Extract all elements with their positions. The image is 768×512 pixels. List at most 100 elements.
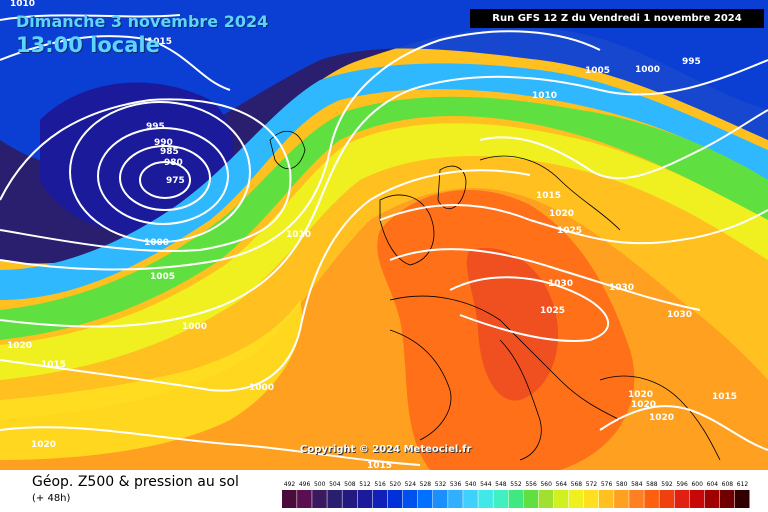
scale-tick-label: 592	[661, 481, 673, 488]
scale-color-cell	[357, 490, 373, 508]
forecast-date: Dimanche 3 novembre 2024	[16, 12, 269, 31]
scale-color-cell	[644, 490, 659, 508]
scale-color-cell	[417, 490, 433, 508]
scale-tick-label: 548	[495, 481, 507, 488]
scale-tick-label: 588	[646, 481, 658, 488]
isobar-label: 995	[682, 57, 701, 67]
isobar-label: 1020	[7, 341, 32, 351]
isobar-label: 1010	[286, 230, 311, 240]
isobar-label: 1020	[549, 209, 574, 219]
scale-tick-label: 500	[314, 481, 326, 488]
scale-tick-label: 536	[450, 481, 462, 488]
scale-tick-label: 552	[510, 481, 522, 488]
coastlines	[269, 130, 721, 461]
isobar-label: 1025	[540, 306, 565, 316]
scale-tick-label: 584	[631, 481, 643, 488]
scale-color-cell	[433, 490, 448, 508]
scale-tick-label: 528	[420, 481, 432, 488]
scale-color-cell	[704, 490, 720, 508]
forecast-time: 13:00 locale	[16, 33, 160, 57]
copyright: Copyright © 2024 Meteociel.fr	[300, 444, 472, 455]
scale-color-cell	[674, 490, 690, 508]
scale-color-cell	[538, 490, 554, 508]
scale-tick-label: 492	[284, 481, 296, 488]
color-scale: 492 496 500 504 508 512 516 520 524 528 532 536 540 5…	[282, 481, 750, 508]
scale-tick-label: 520	[389, 481, 401, 488]
field-z500-green	[0, 96, 768, 340]
scale-tick-label: 544	[480, 481, 492, 488]
scale-tick-label: 512	[359, 481, 371, 488]
scale-color-cell	[387, 490, 403, 508]
scale-color-cell	[583, 490, 599, 508]
scale-color-cell	[734, 490, 750, 508]
scale-tick-label: 604	[707, 481, 719, 488]
isobars	[0, 14, 768, 466]
run-info: Run GFS 12 Z du Vendredi 1 novembre 2024	[470, 9, 764, 28]
scale-tick-label: 608	[722, 481, 734, 488]
scale-tick-label: 572	[586, 481, 598, 488]
scale-tick-label: 600	[691, 481, 703, 488]
scale-color-cell	[614, 490, 629, 508]
field-z500-ridge-core	[466, 248, 559, 401]
isobar-label: 1015	[147, 37, 172, 47]
scale-color-cell	[719, 490, 735, 508]
scale-tick-label: 524	[405, 481, 417, 488]
scale-color-cell	[629, 490, 644, 508]
isobar-label: 1000	[182, 322, 207, 332]
scale-color-cell	[689, 490, 705, 508]
isobar-label: 1010	[532, 91, 557, 101]
isobar-label: 985	[160, 147, 179, 157]
scale-color-cell	[478, 490, 493, 508]
isobar-label: 1000	[144, 238, 169, 248]
scale-color-cell	[659, 490, 674, 508]
isobar-labels: 1010 1015 1005 1000 995 1010 995 990 985…	[7, 0, 737, 470]
isobar-label: 1030	[548, 279, 573, 289]
isobar-label: 990	[154, 138, 173, 148]
scale-color-cell	[493, 490, 508, 508]
scale-color-cell	[312, 490, 327, 508]
scale-tick-label: 556	[525, 481, 537, 488]
scale-tick-label: 560	[540, 481, 552, 488]
isobar-label: 995	[146, 122, 165, 132]
isobar-label: 1005	[585, 66, 610, 76]
isobar-label: 1005	[150, 272, 175, 282]
isobar-label: 1020	[631, 400, 656, 410]
isobar-label: 1015	[712, 392, 737, 402]
scale-tick-label: 576	[601, 481, 613, 488]
scale-color-cell	[553, 490, 569, 508]
scale-tick-label: 532	[435, 481, 447, 488]
scale-tick-label: 496	[299, 481, 311, 488]
isobar-label: 1030	[609, 283, 634, 293]
legend-subtitle: (+ 48h)	[32, 493, 71, 504]
isobar-label: 975	[166, 176, 185, 186]
legend-footer: Géop. Z500 & pression au sol (+ 48h) 492…	[0, 470, 768, 512]
isobar-label: 1020	[649, 413, 674, 423]
forecast-map: 1010 1015 1005 1000 995 1010 995 990 985…	[0, 0, 768, 470]
scale-color-cell	[402, 490, 418, 508]
scale-color-cell	[297, 490, 312, 508]
isobar-label: 1030	[667, 310, 692, 320]
scale-color-cell	[508, 490, 524, 508]
isobar-label: 1000	[635, 65, 660, 75]
scale-color-cell	[342, 490, 357, 508]
scale-tick-label: 516	[374, 481, 386, 488]
scale-tick-label: 508	[344, 481, 356, 488]
scale-tick-label: 540	[465, 481, 477, 488]
scale-color-cell	[327, 490, 342, 508]
scale-tick-label: 580	[616, 481, 628, 488]
scale-tick-label: 568	[571, 481, 583, 488]
isobar-label: 980	[164, 158, 183, 168]
isobar-label: 1015	[367, 461, 392, 470]
scale-tick-label: 612	[737, 481, 749, 488]
scale-color-cell	[463, 490, 478, 508]
isobar-label: 1010	[10, 0, 35, 9]
isobar-label: 1020	[628, 390, 653, 400]
scale-tick-label: 596	[676, 481, 688, 488]
isobar-label: 1000	[249, 383, 274, 393]
field-z500-cyan	[0, 63, 768, 300]
isobar-label: 1025	[557, 226, 582, 236]
scale-tick-label: 564	[556, 481, 568, 488]
legend-title: Géop. Z500 & pression au sol	[32, 474, 239, 490]
scale-color-cell	[282, 490, 297, 508]
